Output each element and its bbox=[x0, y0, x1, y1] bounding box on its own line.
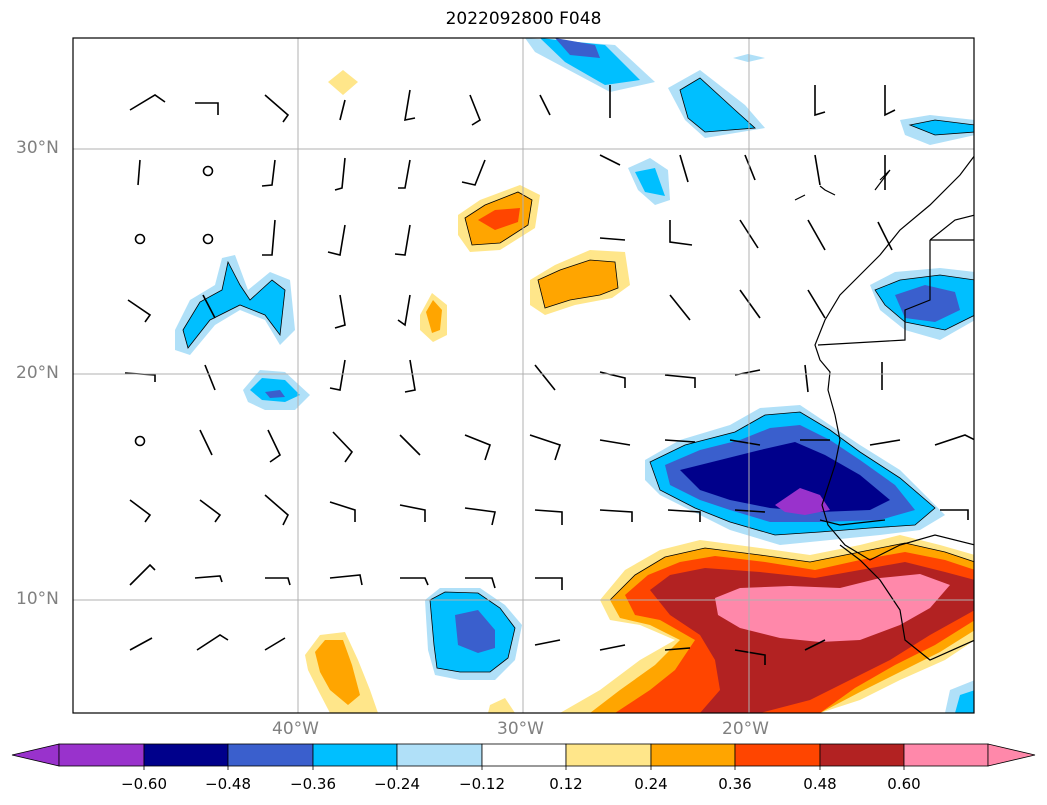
coastlines bbox=[794, 155, 974, 661]
colorbar bbox=[11, 743, 1036, 770]
map-title: 2022092800 F048 bbox=[445, 9, 602, 29]
colorbar-tick: 0.48 bbox=[803, 775, 837, 793]
lat-label-30n: 30°N bbox=[16, 138, 59, 158]
gridlines bbox=[73, 38, 974, 713]
colorbar-tick: 0.60 bbox=[887, 775, 921, 793]
colorbar-tick: 0.12 bbox=[549, 775, 583, 793]
colorbar-tick: −0.48 bbox=[205, 775, 251, 793]
lat-label-10n: 10°N bbox=[16, 589, 59, 609]
lat-label-20n: 20°N bbox=[16, 363, 59, 383]
colorbar-tick: 0.36 bbox=[718, 775, 752, 793]
plot-frame bbox=[72, 37, 975, 714]
colorbar-tick: −0.60 bbox=[121, 775, 167, 793]
colorbar-tick: 0.24 bbox=[634, 775, 668, 793]
colorbar-tick: −0.24 bbox=[374, 775, 420, 793]
lon-label-20w: 20°W bbox=[722, 719, 769, 739]
colorbar-tick: −0.36 bbox=[290, 775, 336, 793]
colorbar-tick: −0.12 bbox=[459, 775, 505, 793]
shaded-anomalies bbox=[175, 38, 974, 713]
calm-circles bbox=[134, 165, 214, 447]
lon-label-40w: 40°W bbox=[272, 719, 319, 739]
anomaly-contours bbox=[182, 77, 974, 673]
lon-label-30w: 30°W bbox=[497, 719, 544, 739]
wind-barbs bbox=[124, 85, 974, 665]
